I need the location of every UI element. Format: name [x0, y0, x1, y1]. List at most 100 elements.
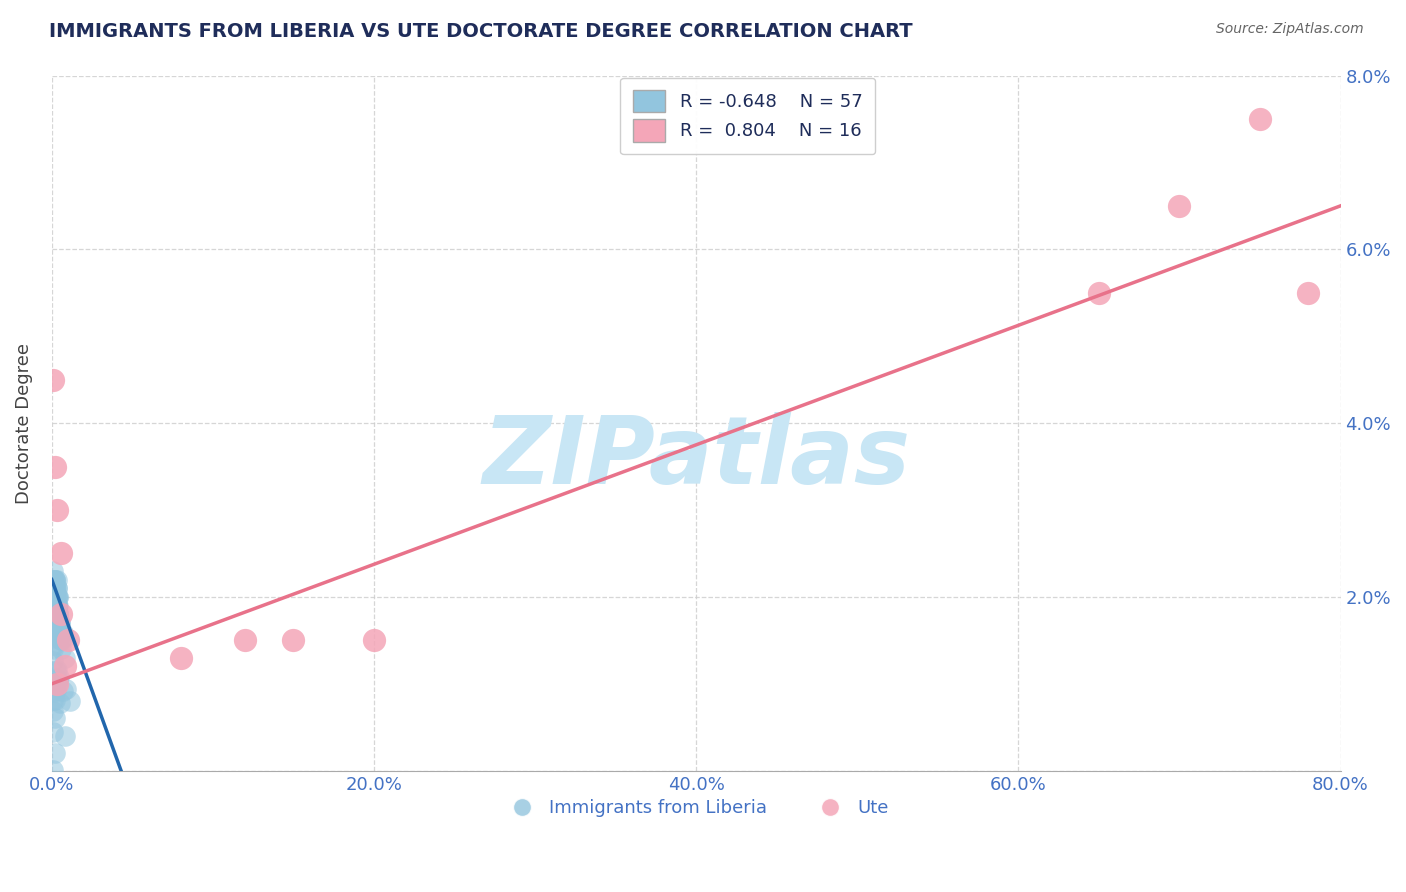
Point: [42, 573, 65, 587]
Point: [45, 615, 67, 630]
Point: [49, 615, 72, 630]
Point: [1298, 285, 1320, 300]
Point: [52, 684, 75, 698]
Point: [53, 650, 76, 665]
Point: [44, 591, 66, 605]
Point: [42, 684, 65, 698]
Point: [46, 607, 69, 622]
Point: [46, 590, 69, 604]
Point: [44, 631, 66, 645]
Point: [45, 599, 67, 613]
Point: [42, 590, 65, 604]
Point: [42, 676, 65, 690]
Point: [51, 633, 73, 648]
Point: [46, 607, 69, 622]
Point: [44, 599, 66, 613]
Point: [45, 682, 67, 697]
Point: [363, 633, 385, 648]
Point: [42, 564, 65, 578]
Point: [44, 590, 66, 604]
Point: [51, 642, 73, 657]
Point: [45, 590, 67, 604]
Point: [42, 581, 65, 595]
Point: [41, 704, 63, 718]
Point: [169, 650, 191, 665]
Point: [49, 624, 72, 639]
Point: [51, 633, 73, 648]
Point: [46, 607, 69, 622]
Point: [51, 624, 73, 639]
Point: [44, 590, 66, 604]
Point: [45, 581, 67, 595]
Point: [48, 696, 70, 710]
Point: [42, 642, 65, 657]
Point: [56, 633, 79, 648]
Point: [45, 590, 67, 604]
Point: [45, 615, 67, 630]
Point: [46, 615, 69, 630]
Point: [42, 654, 65, 668]
Point: [41, 622, 63, 636]
Point: [42, 607, 65, 622]
Point: [49, 624, 72, 639]
Point: [45, 599, 67, 613]
Point: [55, 682, 77, 697]
Point: [1168, 199, 1191, 213]
Point: [44, 581, 66, 595]
Point: [49, 615, 72, 630]
Point: [1088, 285, 1111, 300]
Point: [42, 581, 65, 595]
Point: [53, 729, 76, 743]
Point: [46, 677, 69, 691]
Point: [51, 546, 73, 560]
Point: [46, 615, 69, 630]
Point: [52, 633, 75, 648]
Point: [48, 670, 70, 684]
Point: [44, 603, 66, 617]
Y-axis label: Doctorate Degree: Doctorate Degree: [15, 343, 32, 504]
Point: [44, 616, 66, 631]
Point: [45, 599, 67, 613]
Point: [44, 599, 66, 613]
Point: [44, 607, 66, 622]
Point: [41, 764, 63, 778]
Point: [44, 581, 66, 595]
Point: [46, 599, 69, 613]
Point: [44, 573, 66, 587]
Point: [51, 607, 73, 622]
Point: [42, 638, 65, 652]
Point: [42, 590, 65, 604]
Point: [42, 573, 65, 587]
Text: Source: ZipAtlas.com: Source: ZipAtlas.com: [1216, 22, 1364, 37]
Point: [44, 615, 66, 630]
Text: ZIPatlas: ZIPatlas: [482, 412, 910, 504]
Point: [1249, 112, 1271, 126]
Point: [53, 659, 76, 673]
Point: [44, 746, 66, 760]
Point: [41, 693, 63, 707]
Text: IMMIGRANTS FROM LIBERIA VS UTE DOCTORATE DEGREE CORRELATION CHART: IMMIGRANTS FROM LIBERIA VS UTE DOCTORATE…: [49, 22, 912, 41]
Point: [44, 581, 66, 595]
Point: [41, 724, 63, 739]
Point: [44, 573, 66, 587]
Point: [45, 677, 67, 691]
Point: [52, 626, 75, 640]
Point: [45, 599, 67, 613]
Point: [49, 624, 72, 639]
Point: [42, 373, 65, 387]
Point: [46, 673, 69, 687]
Point: [48, 628, 70, 642]
Point: [49, 624, 72, 639]
Point: [233, 633, 256, 648]
Point: [45, 664, 67, 678]
Point: [283, 633, 305, 648]
Point: [46, 607, 69, 622]
Point: [45, 599, 67, 613]
Point: [44, 459, 66, 474]
Point: [46, 664, 69, 678]
Point: [45, 503, 67, 517]
Point: [59, 694, 82, 708]
Point: [45, 581, 67, 595]
Point: [44, 573, 66, 587]
Point: [45, 573, 67, 587]
